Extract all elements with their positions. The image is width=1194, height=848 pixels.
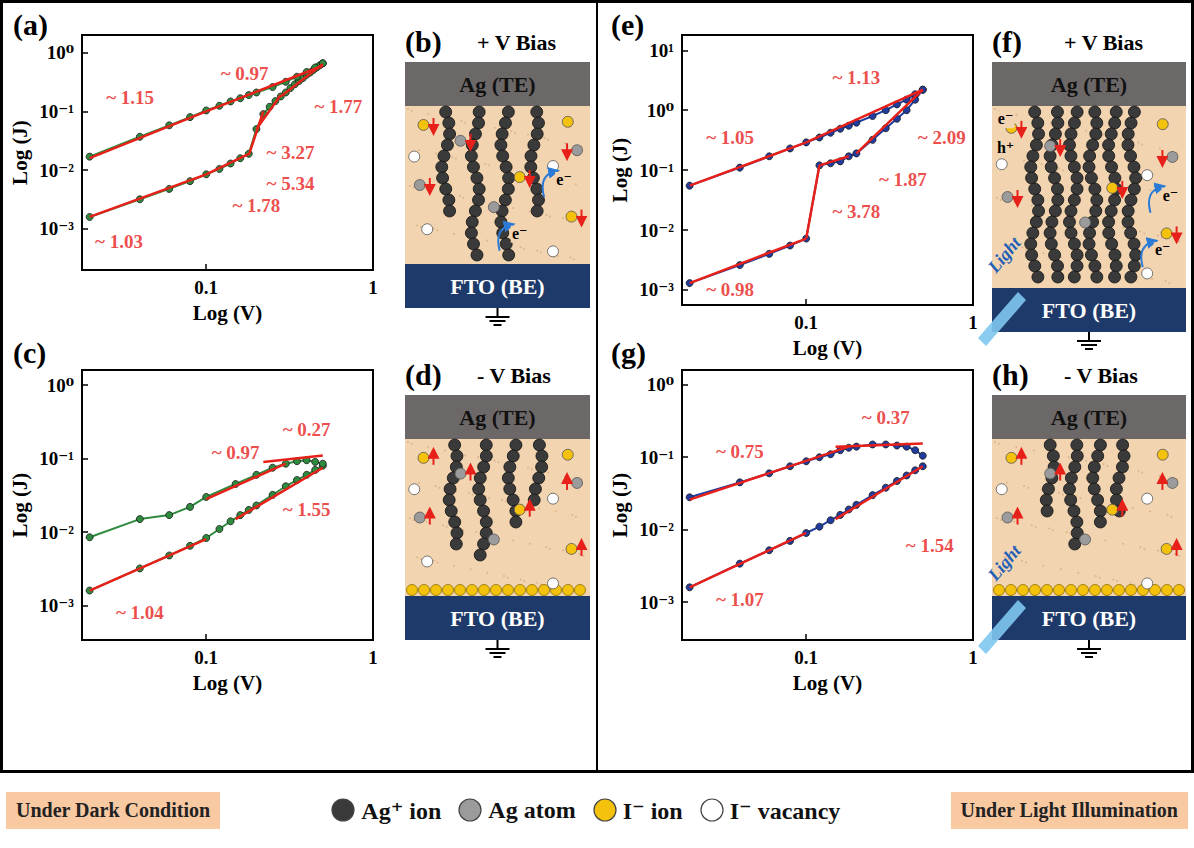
svg-text:~ 0.37: ~ 0.37 <box>862 407 910 428</box>
svg-text:(a): (a) <box>13 8 48 42</box>
svg-text:0.1: 0.1 <box>194 647 218 668</box>
svg-text:Log (J): Log (J) <box>8 473 32 538</box>
svg-text:e⁻: e⁻ <box>512 225 528 242</box>
svg-text:0.1: 0.1 <box>794 312 818 333</box>
svg-text:Log (V): Log (V) <box>193 301 262 325</box>
svg-text:(f): (f) <box>992 25 1022 59</box>
svg-text:FTO (BE): FTO (BE) <box>450 274 544 299</box>
svg-text:(h): (h) <box>992 358 1029 392</box>
svg-text:Light: Light <box>983 232 1025 277</box>
svg-text:10¹: 10¹ <box>649 40 674 61</box>
svg-text:1: 1 <box>968 647 978 668</box>
svg-text:10⁻¹: 10⁻¹ <box>639 447 674 468</box>
svg-text:Ag (TE): Ag (TE) <box>459 405 535 430</box>
svg-text:~ 2.09: ~ 2.09 <box>918 127 966 148</box>
svg-text:e⁻: e⁻ <box>998 110 1014 127</box>
svg-text:10⁻³: 10⁻³ <box>639 592 674 613</box>
svg-text:Ag (TE): Ag (TE) <box>1051 72 1127 97</box>
svg-text:~ 1.04: ~ 1.04 <box>116 602 164 623</box>
svg-text:10⁰: 10⁰ <box>47 375 74 396</box>
svg-text:~ 0.98: ~ 0.98 <box>706 279 754 300</box>
svg-text:0.1: 0.1 <box>794 647 818 668</box>
svg-text:1: 1 <box>368 647 378 668</box>
svg-text:- V Bias: - V Bias <box>1064 363 1138 388</box>
svg-text:e⁻: e⁻ <box>556 171 572 188</box>
svg-text:e⁻: e⁻ <box>1163 187 1179 204</box>
svg-text:10⁻²: 10⁻² <box>639 519 674 540</box>
html-text:I⁻ vacancy: I⁻ vacancy <box>729 797 841 824</box>
svg-text:(d): (d) <box>405 358 442 392</box>
svg-text:Ag (TE): Ag (TE) <box>459 72 535 97</box>
svg-text:10⁰: 10⁰ <box>647 374 674 395</box>
svg-text:~ 0.97: ~ 0.97 <box>221 63 269 84</box>
svg-text:10⁻²: 10⁻² <box>39 522 74 543</box>
svg-text:Light: Light <box>983 540 1025 585</box>
svg-text:(b): (b) <box>405 25 442 59</box>
svg-text:Ag (TE): Ag (TE) <box>1051 405 1127 430</box>
svg-text:~ 1.54: ~ 1.54 <box>906 535 954 556</box>
svg-text:1: 1 <box>968 312 978 333</box>
svg-text:Log (V): Log (V) <box>793 671 862 695</box>
svg-text:Log (V): Log (V) <box>193 671 262 695</box>
html-text:Under Light Illumination: Under Light Illumination <box>960 798 1178 821</box>
svg-text:(c): (c) <box>13 336 46 370</box>
svg-text:~ 0.27: ~ 0.27 <box>283 419 331 440</box>
svg-text:(e): (e) <box>611 8 644 42</box>
svg-text:10⁻³: 10⁻³ <box>39 595 74 616</box>
html-text:Under Dark Condition: Under Dark Condition <box>16 798 211 821</box>
svg-text:~ 1.07: ~ 1.07 <box>716 589 764 610</box>
svg-text:10⁻¹: 10⁻¹ <box>39 448 74 469</box>
svg-text:~ 1.55: ~ 1.55 <box>283 499 331 520</box>
svg-text:(g): (g) <box>611 336 646 370</box>
svg-text:~ 1.87: ~ 1.87 <box>879 169 927 190</box>
svg-text:1: 1 <box>368 277 378 298</box>
svg-text:~ 1.77: ~ 1.77 <box>314 96 362 117</box>
svg-text:0.1: 0.1 <box>194 277 218 298</box>
svg-text:~ 0.75: ~ 0.75 <box>716 441 764 462</box>
svg-text:10⁻³: 10⁻³ <box>639 279 674 300</box>
svg-text:~ 1.15: ~ 1.15 <box>106 87 154 108</box>
svg-text:FTO (BE): FTO (BE) <box>1042 606 1136 631</box>
svg-text:~ 0.97: ~ 0.97 <box>212 442 260 463</box>
svg-text:~ 1.13: ~ 1.13 <box>832 67 880 88</box>
svg-text:e⁻: e⁻ <box>1155 241 1171 258</box>
svg-text:10⁻³: 10⁻³ <box>39 218 74 239</box>
html-text:Ag⁺ ion: Ag⁺ ion <box>361 797 442 824</box>
svg-text:~ 5.34: ~ 5.34 <box>267 173 315 194</box>
svg-text:FTO (BE): FTO (BE) <box>1042 298 1136 323</box>
svg-text:10⁰: 10⁰ <box>647 100 674 121</box>
svg-text:~ 3.27: ~ 3.27 <box>267 142 315 163</box>
svg-text:FTO (BE): FTO (BE) <box>450 606 544 631</box>
svg-text:10⁻¹: 10⁻¹ <box>639 160 674 181</box>
svg-text:Log (J): Log (J) <box>8 120 32 185</box>
svg-text:10⁻²: 10⁻² <box>639 220 674 241</box>
svg-text:- V Bias: - V Bias <box>477 363 551 388</box>
html-text:I⁻ ion: I⁻ ion <box>622 797 683 824</box>
svg-text:h⁺: h⁺ <box>997 139 1014 156</box>
svg-text:10⁻²: 10⁻² <box>39 160 74 181</box>
svg-text:Log (V): Log (V) <box>793 336 862 360</box>
html-text:Ag atom: Ag atom <box>488 796 576 823</box>
svg-text:10⁰: 10⁰ <box>47 42 74 63</box>
svg-text:10⁻¹: 10⁻¹ <box>39 101 74 122</box>
svg-text:+ V Bias: + V Bias <box>1064 30 1143 55</box>
svg-text:Log (J): Log (J) <box>608 138 632 203</box>
svg-text:+ V Bias: + V Bias <box>477 30 556 55</box>
svg-text:Log (J): Log (J) <box>608 473 632 538</box>
svg-text:~ 3.78: ~ 3.78 <box>832 201 880 222</box>
svg-text:~ 1.03: ~ 1.03 <box>95 231 143 252</box>
svg-text:~ 1.05: ~ 1.05 <box>706 127 754 148</box>
svg-text:~ 1.78: ~ 1.78 <box>232 195 280 216</box>
